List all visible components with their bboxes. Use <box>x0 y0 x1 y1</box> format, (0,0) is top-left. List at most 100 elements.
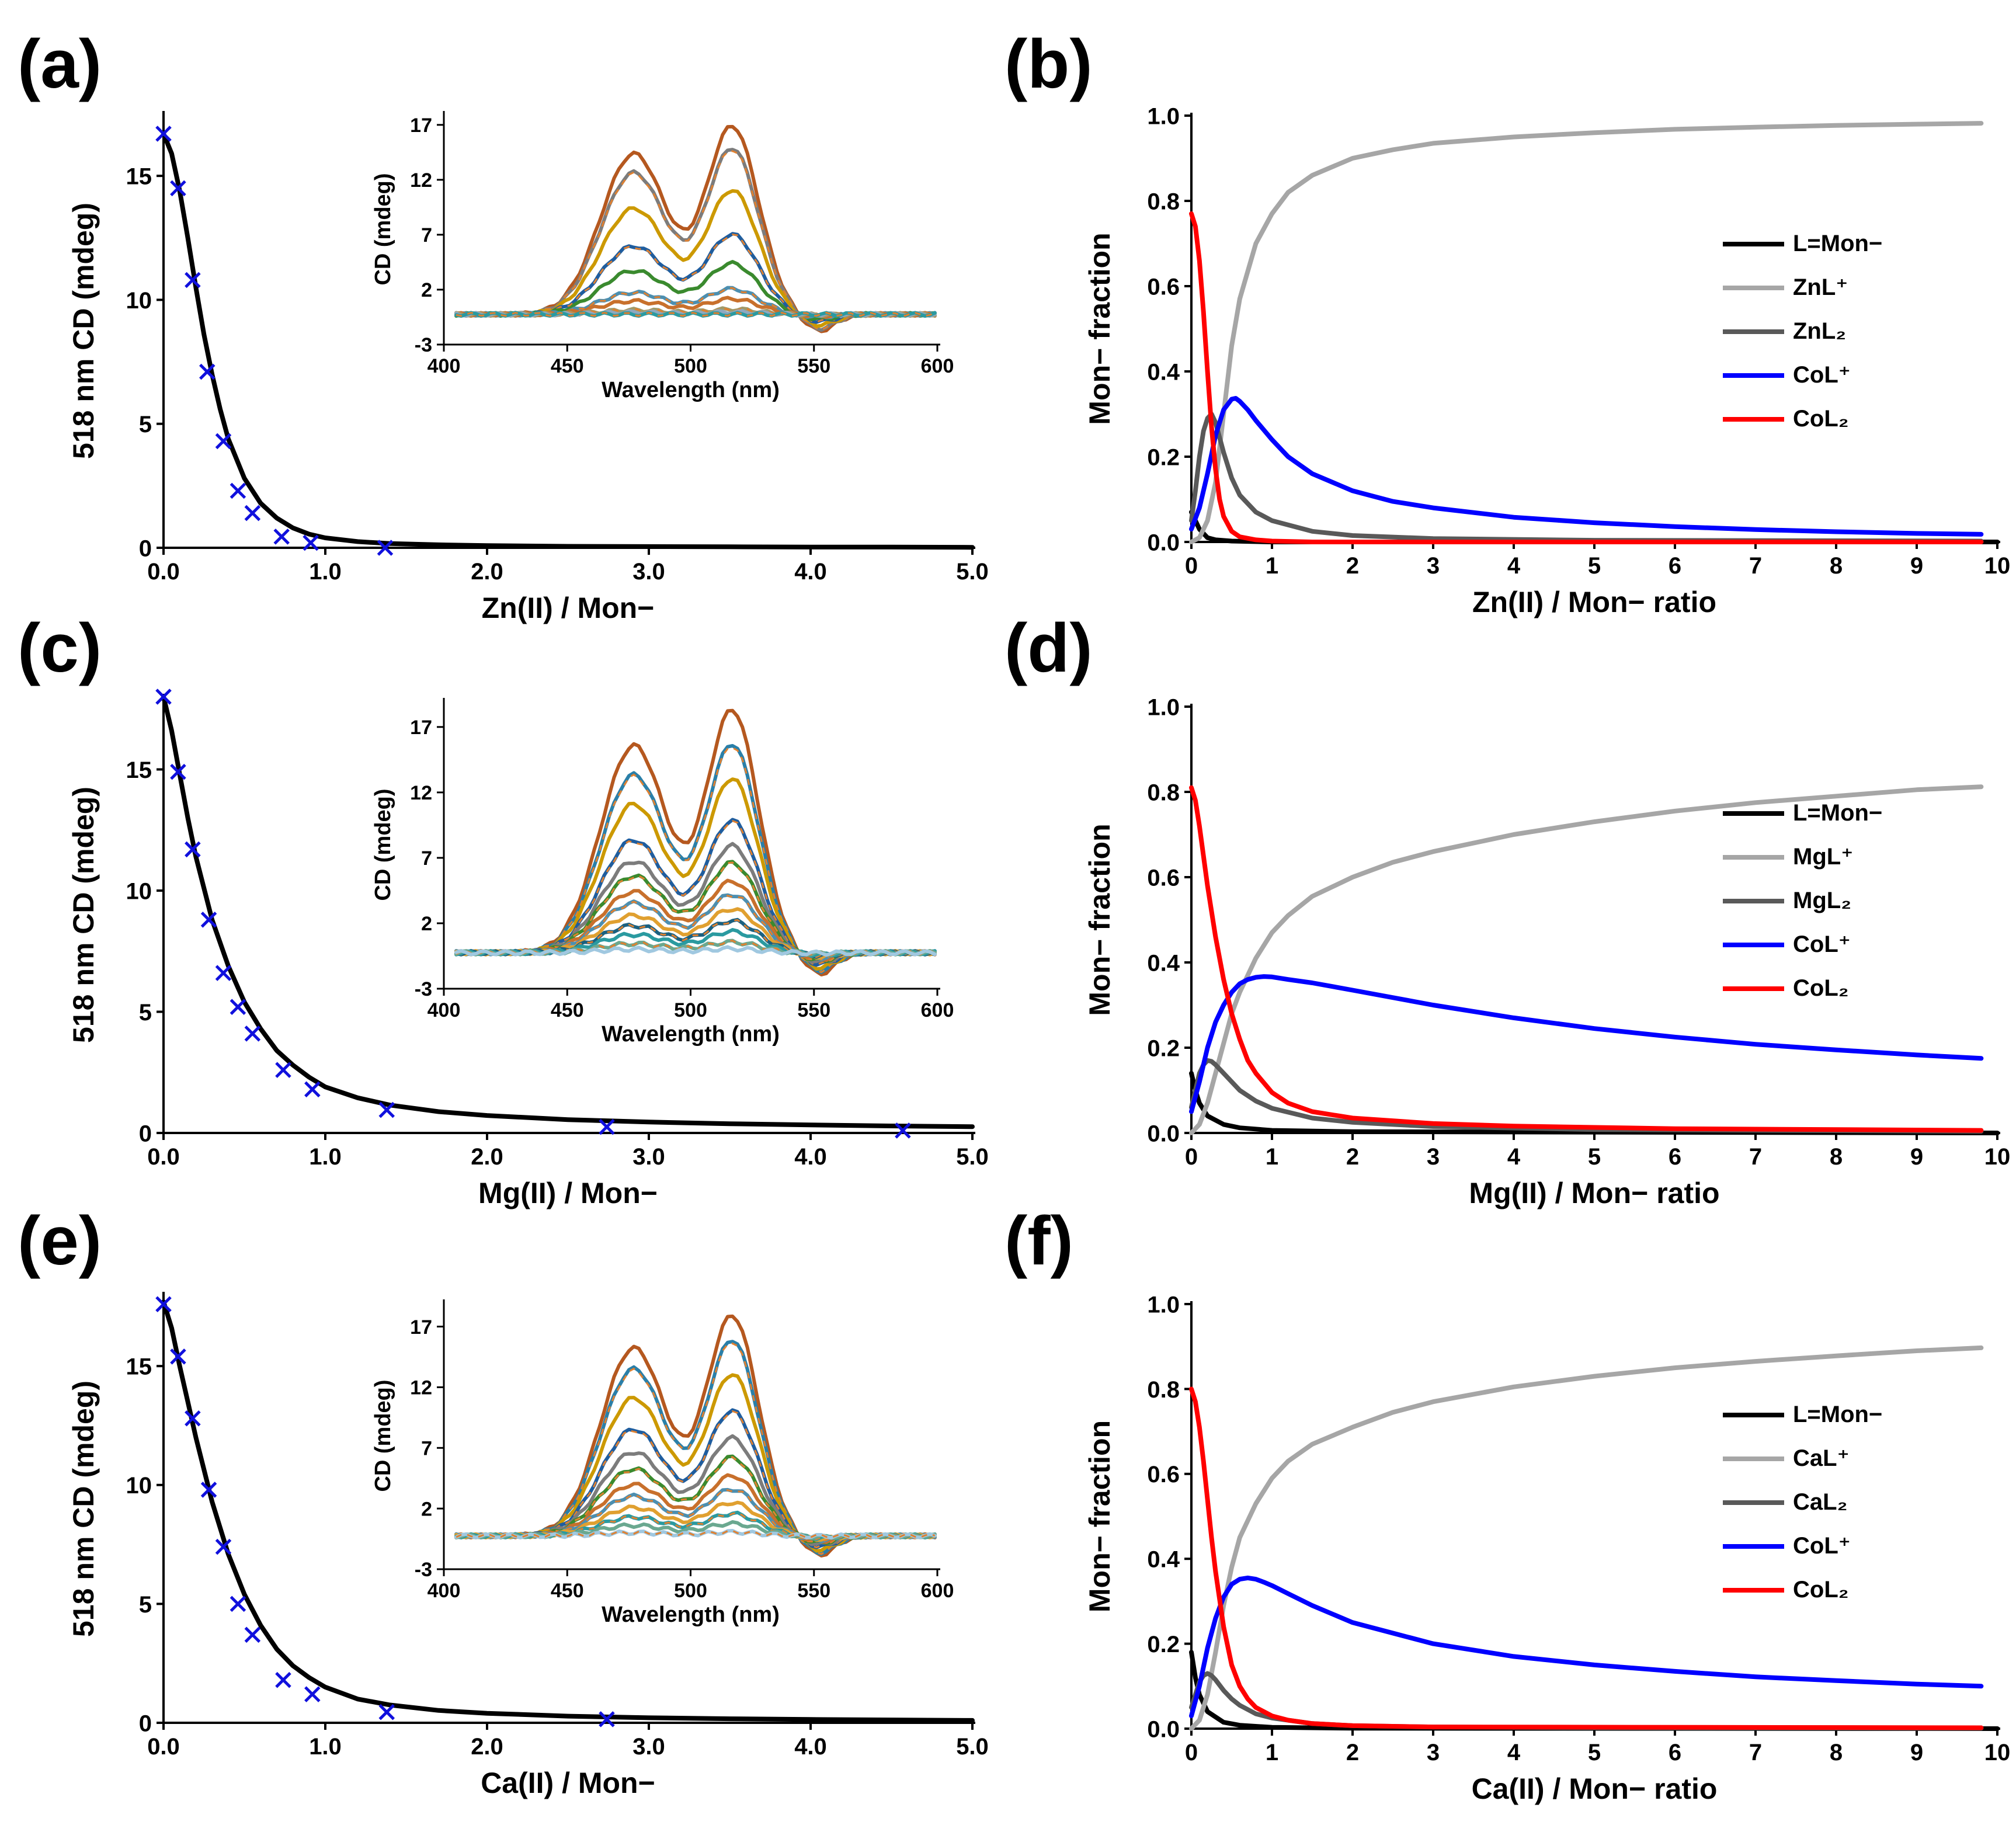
x-tick-label: 400 <box>427 1580 461 1602</box>
x-axis-label: Ca(II) / Mon− ratio <box>1472 1772 1718 1805</box>
y-tick-label: 0 <box>139 1711 152 1736</box>
x-tick-label: 6 <box>1669 553 1681 579</box>
x-tick-label: 2 <box>1346 553 1359 579</box>
x-tick-label: 3 <box>1427 553 1440 579</box>
y-tick-label: -3 <box>415 978 432 1000</box>
x-tick-label: 2 <box>1346 1144 1359 1170</box>
x-tick-label: 450 <box>551 355 584 377</box>
x-tick-label: 8 <box>1830 553 1843 579</box>
inset-x-axis-label: Wavelength (nm) <box>602 378 780 402</box>
legend-entry-label: L=Mon− <box>1793 231 1882 256</box>
x-tick-label: 600 <box>921 1580 954 1602</box>
y-tick-label: 1.0 <box>1147 694 1180 720</box>
legend-entry-label: CoL⁺ <box>1793 362 1851 388</box>
x-tick-label: 4.0 <box>794 1144 827 1170</box>
y-tick-label: 5 <box>139 1592 152 1618</box>
figure-canvas: (a)0.0 1.0 2.0 3.0 4.0 5.0051015Zn(II) / Mon−… <box>0 0 2016 1825</box>
x-tick-label: 0 <box>1185 553 1198 579</box>
x-tick-label: 0.0 <box>147 1144 180 1170</box>
y-tick-label: 7 <box>421 1438 432 1460</box>
inset-y-axis-label: CD (mdeg) <box>371 1379 395 1492</box>
x-tick-label: 0 <box>1185 1144 1198 1170</box>
legend-entry-label: CaL⁺ <box>1793 1445 1850 1471</box>
legend-entry-label: CoL⁺ <box>1793 1533 1851 1559</box>
y-tick-label: 12 <box>410 169 432 192</box>
x-tick-label: 10 <box>1984 1144 2011 1170</box>
x-tick-label: 2 <box>1346 1740 1359 1765</box>
x-axis-label: Ca(II) / Mon− <box>481 1767 655 1799</box>
legend-entry-label: MgL⁺ <box>1793 844 1853 870</box>
y-tick-label: 0.6 <box>1147 1462 1180 1487</box>
x-tick-label: 6 <box>1669 1144 1681 1170</box>
x-tick-label: 5.0 <box>956 559 989 585</box>
legend-entry-label: MgL₂ <box>1793 888 1851 913</box>
y-axis-label: 518 nm CD (mdeg) <box>67 203 100 459</box>
x-axis-label: Zn(II) / Mon− ratio <box>1472 586 1716 618</box>
x-tick-label: 550 <box>797 355 830 377</box>
x-tick-label: 2.0 <box>471 1144 503 1170</box>
y-tick-label: 0 <box>139 536 152 561</box>
x-tick-label: 7 <box>1749 553 1762 579</box>
panel-label: (d) <box>1004 610 1093 687</box>
y-tick-label: 2 <box>421 279 432 301</box>
x-tick-label: 500 <box>674 1580 707 1602</box>
y-tick-label: 10 <box>126 878 152 904</box>
y-tick-label: 12 <box>410 1377 432 1399</box>
x-tick-label: 1.0 <box>309 559 342 585</box>
x-axis-label: Mg(II) / Mon− ratio <box>1469 1177 1719 1209</box>
x-tick-label: 0 <box>1185 1740 1198 1765</box>
x-tick-label: 450 <box>551 1580 584 1602</box>
x-tick-label: 4 <box>1507 553 1521 579</box>
x-tick-label: 400 <box>427 999 461 1021</box>
y-axis-label: Mon− fraction <box>1083 1420 1116 1612</box>
x-tick-label: 450 <box>551 999 584 1021</box>
x-tick-label: 3.0 <box>632 1144 665 1170</box>
y-tick-label: 0.2 <box>1147 1632 1180 1657</box>
panel-label: (b) <box>1004 26 1093 103</box>
x-tick-label: 5 <box>1588 553 1601 579</box>
x-axis-label: Zn(II) / Mon− <box>482 592 655 624</box>
y-tick-label: 15 <box>126 757 152 783</box>
y-tick-label: 0.4 <box>1147 950 1180 976</box>
x-tick-label: 4 <box>1507 1144 1521 1170</box>
x-tick-label: 8 <box>1830 1144 1843 1170</box>
legend-entry-label: ZnL⁺ <box>1793 274 1848 300</box>
legend-entry-label: L=Mon− <box>1793 1402 1882 1427</box>
y-tick-label: 17 <box>410 114 432 137</box>
y-tick-label: 5 <box>139 412 152 437</box>
y-tick-label: 1.0 <box>1147 1292 1180 1318</box>
x-tick-label: 3 <box>1427 1740 1440 1765</box>
x-tick-label: 3.0 <box>632 559 665 585</box>
x-tick-label: 4.0 <box>794 559 827 585</box>
x-tick-label: 1 <box>1266 1144 1278 1170</box>
x-tick-label: 600 <box>921 999 954 1021</box>
y-tick-label: 0.6 <box>1147 274 1180 300</box>
x-tick-label: 550 <box>797 1580 830 1602</box>
legend-entry-label: CoL₂ <box>1793 1577 1849 1602</box>
x-tick-label: 2.0 <box>471 1734 503 1760</box>
y-tick-label: 0.0 <box>1147 530 1180 555</box>
y-tick-label: 0.4 <box>1147 359 1180 385</box>
y-axis-label: Mon− fraction <box>1083 232 1116 425</box>
panel-label: (a) <box>18 26 102 103</box>
x-tick-label: 10 <box>1984 553 2011 579</box>
x-tick-label: 500 <box>674 355 707 377</box>
y-tick-label: -3 <box>415 1559 432 1581</box>
x-tick-label: 1.0 <box>309 1144 342 1170</box>
y-tick-label: 0.2 <box>1147 1035 1180 1061</box>
legend-entry-label: CoL⁺ <box>1793 931 1851 957</box>
x-tick-label: 0.0 <box>147 559 180 585</box>
y-tick-label: 0.8 <box>1147 189 1180 214</box>
x-tick-label: 5.0 <box>956 1734 989 1760</box>
y-tick-label: 5 <box>139 1000 152 1026</box>
y-tick-label: 17 <box>410 1316 432 1339</box>
y-axis-label: 518 nm CD (mdeg) <box>67 787 100 1043</box>
y-tick-label: 15 <box>126 1354 152 1380</box>
y-tick-label: 10 <box>126 288 152 314</box>
y-tick-label: -3 <box>415 334 432 356</box>
y-tick-label: 0.0 <box>1147 1716 1180 1742</box>
x-tick-label: 500 <box>674 999 707 1021</box>
panel-label: (e) <box>18 1202 102 1280</box>
y-tick-label: 0 <box>139 1121 152 1146</box>
y-tick-label: 12 <box>410 782 432 804</box>
